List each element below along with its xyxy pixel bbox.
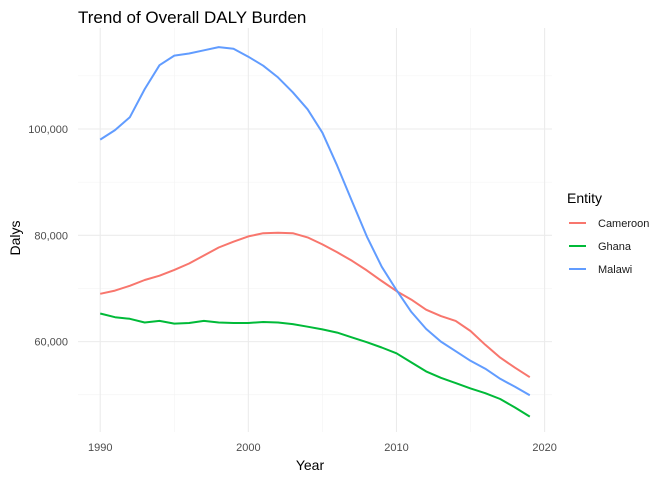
x-tick-label: 2010 xyxy=(384,442,408,454)
x-tick-label: 2020 xyxy=(532,442,556,454)
legend-label-ghana: Ghana xyxy=(598,241,632,253)
series-line-malawi xyxy=(99,46,531,397)
x-tick-label: 1990 xyxy=(88,442,112,454)
x-axis-title: Year xyxy=(296,457,325,473)
legend: Entity Cameroon Ghana Malawi xyxy=(567,190,649,276)
y-tick-label: 80,000 xyxy=(34,230,68,242)
series-lines xyxy=(99,46,531,418)
legend-title: Entity xyxy=(567,190,602,206)
x-axis-ticks: 1990 2000 2010 2020 xyxy=(88,442,557,454)
y-tick-label: 60,000 xyxy=(34,337,68,349)
chart-title: Trend of Overall DALY Burden xyxy=(78,8,306,27)
legend-label-cameroon: Cameroon xyxy=(598,218,649,230)
y-axis-title: Dalys xyxy=(7,220,23,255)
y-tick-label: 100,000 xyxy=(28,124,68,136)
grid xyxy=(78,28,552,432)
y-axis-ticks: 60,000 80,000 100,000 xyxy=(28,124,68,349)
legend-label-malawi: Malawi xyxy=(598,264,632,276)
series-line-cameroon xyxy=(99,231,531,379)
x-tick-label: 2000 xyxy=(236,442,260,454)
series-line-ghana xyxy=(99,312,531,418)
